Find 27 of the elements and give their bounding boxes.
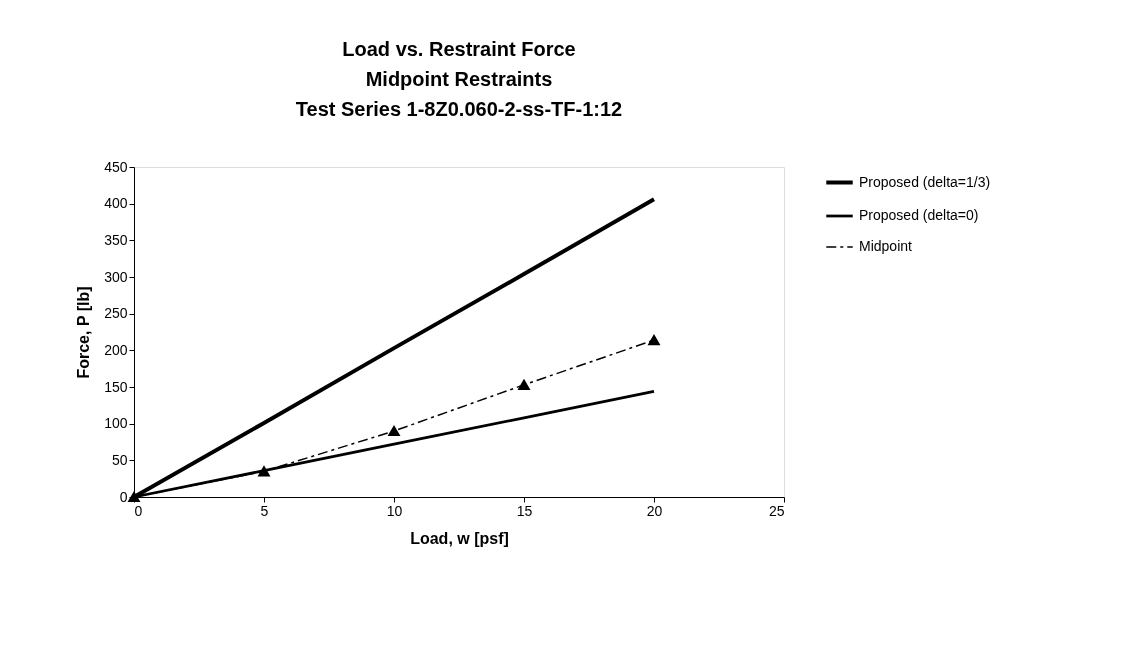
y-tick-label: 200 (104, 341, 128, 358)
y-tick-label: 350 (104, 231, 128, 248)
y-tick-label: 400 (104, 195, 128, 212)
point (388, 425, 400, 437)
y-tick-label: 100 (104, 415, 128, 432)
y-axis-title: Force, P [lb] (75, 286, 93, 379)
legend-label: Proposed (delta=0) (859, 207, 979, 223)
x-tick-label: 10 (386, 502, 403, 519)
y-tick-label: 300 (104, 268, 128, 285)
y-tick-label: 250 (104, 305, 128, 322)
x-tick-label: 20 (646, 502, 663, 519)
legend-label: Proposed (delta=1/3) (859, 173, 991, 190)
y-tick-label: 450 (104, 158, 128, 175)
x-tick-label: 5 (260, 502, 269, 519)
y-tick-label: 50 (111, 451, 128, 468)
point (648, 334, 660, 346)
text: Midpoint Restraints (365, 68, 553, 90)
x-tick-label: 0 (134, 502, 143, 519)
y-tick-label: 150 (104, 378, 128, 395)
x-tick-label: 25 (768, 502, 785, 519)
x-tick-label: 15 (516, 502, 533, 519)
legend-label: Midpoint (859, 238, 913, 254)
text: Load vs. Restraint Force (342, 38, 576, 60)
point (518, 379, 530, 390)
text: Test Series 1-8Z0.060-2-ss-TF-1:12 (295, 98, 623, 120)
x-axis-title: Load, w [psf] (410, 529, 509, 547)
y-tick-label: 0 (119, 488, 128, 505)
